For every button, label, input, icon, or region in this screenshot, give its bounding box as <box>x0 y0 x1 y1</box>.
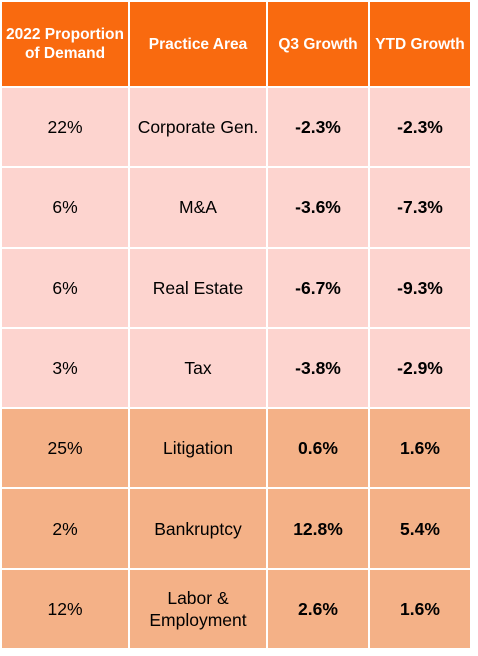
table-row: 22% Corporate Gen. -2.3% -2.3% <box>0 85 472 169</box>
header-row: 2022 Proportion of Demand Practice Area … <box>0 0 472 88</box>
table-row: 3% Tax -3.8% -2.9% <box>0 326 472 410</box>
header-ytd-growth: YTD Growth <box>368 0 472 88</box>
header-practice-area: Practice Area <box>128 0 268 88</box>
practice-area-cell: Labor & Employment <box>128 567 268 651</box>
ytd-growth-cell: -7.3% <box>368 166 472 249</box>
proportion-cell: 25% <box>0 407 130 490</box>
q3-growth-cell: -3.6% <box>266 166 370 249</box>
ytd-growth-cell: -2.3% <box>368 85 472 169</box>
practice-area-cell: Corporate Gen. <box>128 85 268 169</box>
q3-growth-cell: -6.7% <box>266 246 370 329</box>
ytd-growth-cell: -9.3% <box>368 246 472 329</box>
proportion-cell: 2% <box>0 487 130 570</box>
table-row: 6% Real Estate -6.7% -9.3% <box>0 246 472 329</box>
ytd-growth-cell: 1.6% <box>368 407 472 490</box>
practice-area-cell: Tax <box>128 326 268 410</box>
q3-growth-cell: -3.8% <box>266 326 370 410</box>
header-proportion: 2022 Proportion of Demand <box>0 0 130 88</box>
header-q3-growth: Q3 Growth <box>266 0 370 88</box>
practice-area-cell: Real Estate <box>128 246 268 329</box>
table-row: 12% Labor & Employment 2.6% 1.6% <box>0 567 472 651</box>
proportion-cell: 6% <box>0 166 130 249</box>
practice-area-cell: Bankruptcy <box>128 487 268 570</box>
q3-growth-cell: 12.8% <box>266 487 370 570</box>
table-row: 6% M&A -3.6% -7.3% <box>0 166 472 249</box>
proportion-cell: 22% <box>0 85 130 169</box>
table-row: 25% Litigation 0.6% 1.6% <box>0 407 472 490</box>
proportion-cell: 12% <box>0 567 130 651</box>
q3-growth-cell: 2.6% <box>266 567 370 651</box>
q3-growth-cell: 0.6% <box>266 407 370 490</box>
ytd-growth-cell: 1.6% <box>368 567 472 651</box>
practice-area-growth-table: 2022 Proportion of Demand Practice Area … <box>0 0 472 651</box>
proportion-cell: 3% <box>0 326 130 410</box>
practice-area-cell: M&A <box>128 166 268 249</box>
ytd-growth-cell: -2.9% <box>368 326 472 410</box>
ytd-growth-cell: 5.4% <box>368 487 472 570</box>
practice-area-cell: Litigation <box>128 407 268 490</box>
table-row: 2% Bankruptcy 12.8% 5.4% <box>0 487 472 570</box>
q3-growth-cell: -2.3% <box>266 85 370 169</box>
proportion-cell: 6% <box>0 246 130 329</box>
